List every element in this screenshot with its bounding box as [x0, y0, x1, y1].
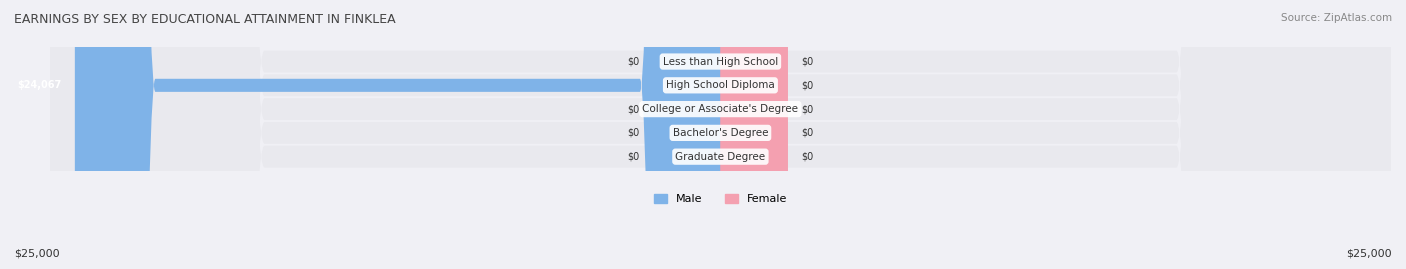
Text: High School Diploma: High School Diploma — [666, 80, 775, 90]
Text: $0: $0 — [627, 56, 640, 66]
Text: $0: $0 — [801, 104, 813, 114]
Text: $24,067: $24,067 — [17, 80, 62, 90]
Text: $0: $0 — [801, 80, 813, 90]
Text: Bachelor's Degree: Bachelor's Degree — [672, 128, 768, 138]
FancyBboxPatch shape — [654, 0, 720, 269]
FancyBboxPatch shape — [49, 0, 1391, 269]
FancyBboxPatch shape — [49, 0, 1391, 269]
FancyBboxPatch shape — [720, 0, 787, 269]
FancyBboxPatch shape — [654, 0, 720, 269]
FancyBboxPatch shape — [75, 0, 720, 269]
FancyBboxPatch shape — [720, 0, 787, 269]
Text: $0: $0 — [801, 152, 813, 162]
FancyBboxPatch shape — [720, 0, 787, 269]
Text: $0: $0 — [627, 104, 640, 114]
Text: Source: ZipAtlas.com: Source: ZipAtlas.com — [1281, 13, 1392, 23]
FancyBboxPatch shape — [49, 0, 1391, 269]
Legend: Male, Female: Male, Female — [650, 190, 792, 209]
FancyBboxPatch shape — [49, 0, 1391, 269]
Text: Less than High School: Less than High School — [662, 56, 778, 66]
FancyBboxPatch shape — [720, 0, 787, 269]
Text: Graduate Degree: Graduate Degree — [675, 152, 765, 162]
FancyBboxPatch shape — [720, 0, 787, 269]
FancyBboxPatch shape — [654, 0, 720, 269]
Text: $0: $0 — [801, 56, 813, 66]
Text: $0: $0 — [627, 152, 640, 162]
Text: $0: $0 — [801, 128, 813, 138]
Text: EARNINGS BY SEX BY EDUCATIONAL ATTAINMENT IN FINKLEA: EARNINGS BY SEX BY EDUCATIONAL ATTAINMEN… — [14, 13, 395, 26]
FancyBboxPatch shape — [49, 0, 1391, 269]
FancyBboxPatch shape — [654, 0, 720, 269]
Text: $25,000: $25,000 — [1347, 248, 1392, 258]
Text: $0: $0 — [627, 128, 640, 138]
Text: $25,000: $25,000 — [14, 248, 59, 258]
Text: College or Associate's Degree: College or Associate's Degree — [643, 104, 799, 114]
